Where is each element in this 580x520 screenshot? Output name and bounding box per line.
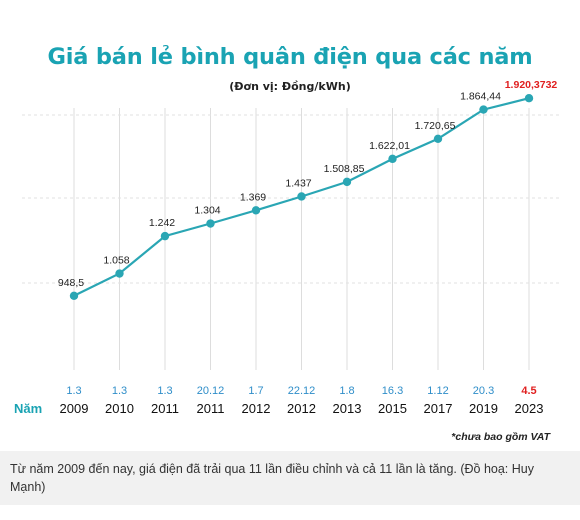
footnote: *chưa bao gồm VAT [451,431,550,443]
chart-subtitle: (Đơn vị: Đồng/kWh) [229,80,351,93]
adjustment-date-label: 1.8 [339,385,354,397]
data-label: 1.508,85 [324,163,365,175]
x-tick-label: 2013 [333,401,362,416]
x-tick-label: 2017 [424,401,453,416]
data-point [115,269,124,278]
data-label: 1.304 [194,205,220,217]
data-point [160,231,170,241]
data-point [206,219,215,228]
chart-figure: Giá bán lẻ bình quân điện qua các năm (Đ… [14,44,560,443]
chart-title: Giá bán lẻ bình quân điện qua các năm [47,44,533,70]
x-tick-label: 2011 [197,401,225,416]
data-label: 1.242 [149,217,175,229]
data-label: 1.920,3732 [505,79,558,91]
data-point [524,93,534,103]
data-label: 1.864,44 [460,91,501,103]
x-tick-label: 2019 [469,401,498,416]
x-tick-label: 2012 [287,401,316,416]
adjustment-date-label: 4.5 [521,385,536,397]
x-tick-label: 2023 [515,401,544,416]
adjustment-date-label: 1.3 [66,385,81,397]
year-row-label: Năm [14,401,42,416]
adjustment-date-label: 22.12 [288,385,316,397]
data-point [342,177,352,187]
data-label: 1.622,01 [369,140,410,152]
data-point [388,154,397,164]
x-tick-label: 2012 [242,401,271,416]
adjustment-date-label: 1.7 [248,385,263,397]
data-point [297,192,306,201]
line-chart: 948,5 1.058 1.242 1.304 1.369 1.437 1.508,85 1.… [14,79,560,416]
image-caption: Từ năm 2009 đến nay, giá điện đã trải qu… [0,451,580,505]
adjustment-date-label: 1.3 [157,385,172,397]
data-label: 1.369 [240,191,266,203]
data-point [69,291,79,301]
data-label: 948,5 [58,277,84,289]
data-label: 1.720,65 [415,120,456,132]
data-point [251,206,261,215]
adjustment-date-label: 20.12 [197,385,225,397]
x-tick-label: 2009 [60,401,89,416]
adjustment-date-label: 16.3 [382,385,403,397]
x-tick-label: 2011 [151,401,179,416]
x-tick-label: 2015 [378,401,407,416]
data-point [479,105,488,114]
data-label: 1.058 [103,255,129,267]
data-label: 1.437 [285,177,311,189]
data-point [433,134,443,144]
adjustment-date-label: 20.3 [473,385,494,397]
adjustment-date-label: 1.12 [427,385,448,397]
adjustment-date-label: 1.3 [112,385,127,397]
x-tick-label: 2010 [105,401,134,416]
